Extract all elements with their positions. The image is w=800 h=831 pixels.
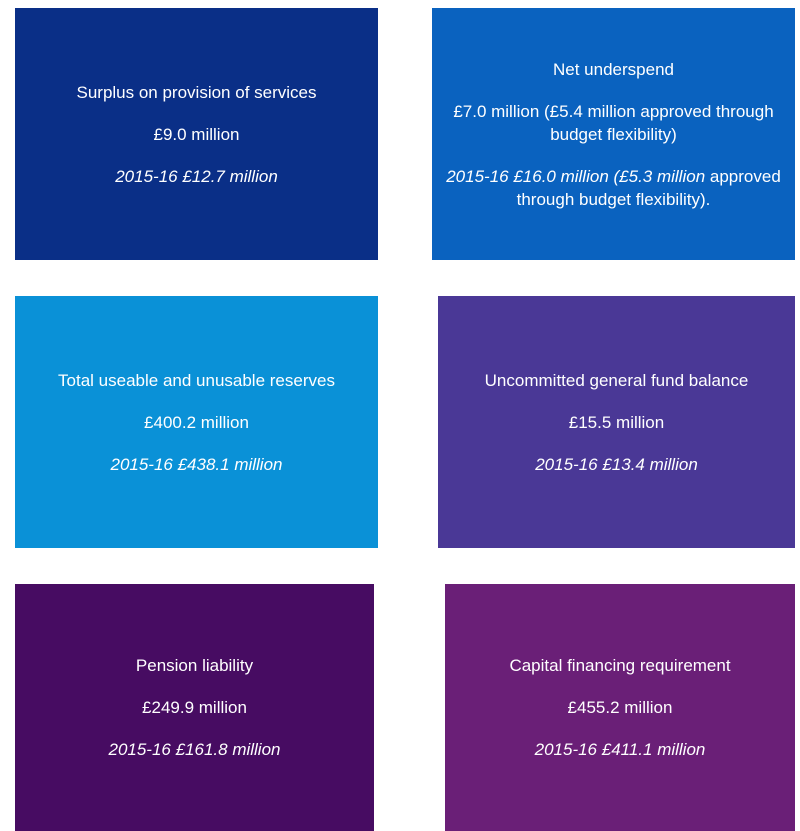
box-title: Total useable and unusable reserves (58, 370, 335, 390)
box-prior-continued: approved through budget flexibility). (516, 166, 781, 209)
box-value: £7.0 million (£5.4 million approved thro… (453, 101, 774, 144)
box-title: Uncommitted general fund balance (484, 370, 749, 390)
box-prior: 2015-16 £438.1 million (110, 454, 283, 474)
summary-box: Surplus on provision of services £9.0 mi… (15, 8, 378, 260)
box-value: £15.5 million (568, 412, 665, 432)
box-value: £455.2 million (567, 698, 673, 717)
box-title: Pension liability (135, 656, 254, 675)
box-prior: 2015-16 £16.0 million (£5.3 million (446, 166, 706, 186)
box-value: £400.2 million (144, 412, 249, 432)
box-title: Capital financing requirement (509, 656, 731, 675)
summary-box: Uncommitted general fund balance £15.5 m… (438, 296, 795, 548)
box-prior-wrap: 2015-16 £16.0 million (£5.3 million appr… (446, 165, 781, 211)
box-value: £249.9 million (142, 698, 247, 717)
summary-box: Net underspend £7.0 million (£5.4 millio… (432, 8, 795, 260)
box-prior: 2015-16 £13.4 million (535, 454, 698, 474)
box-value: £9.0 million (153, 124, 240, 144)
box-title: Surplus on provision of services (76, 82, 317, 102)
summary-box: Total useable and unusable reserves £400… (15, 296, 378, 548)
box-prior: 2015-16 £12.7 million (115, 166, 278, 186)
box-title: Net underspend (553, 59, 674, 79)
box-prior: 2015-16 £411.1 million (534, 740, 706, 759)
summary-box: Pension liability £249.9 million 2015-16… (15, 584, 374, 831)
summary-box: Capital financing requirement £455.2 mil… (445, 584, 795, 831)
box-prior: 2015-16 £161.8 million (108, 740, 281, 759)
